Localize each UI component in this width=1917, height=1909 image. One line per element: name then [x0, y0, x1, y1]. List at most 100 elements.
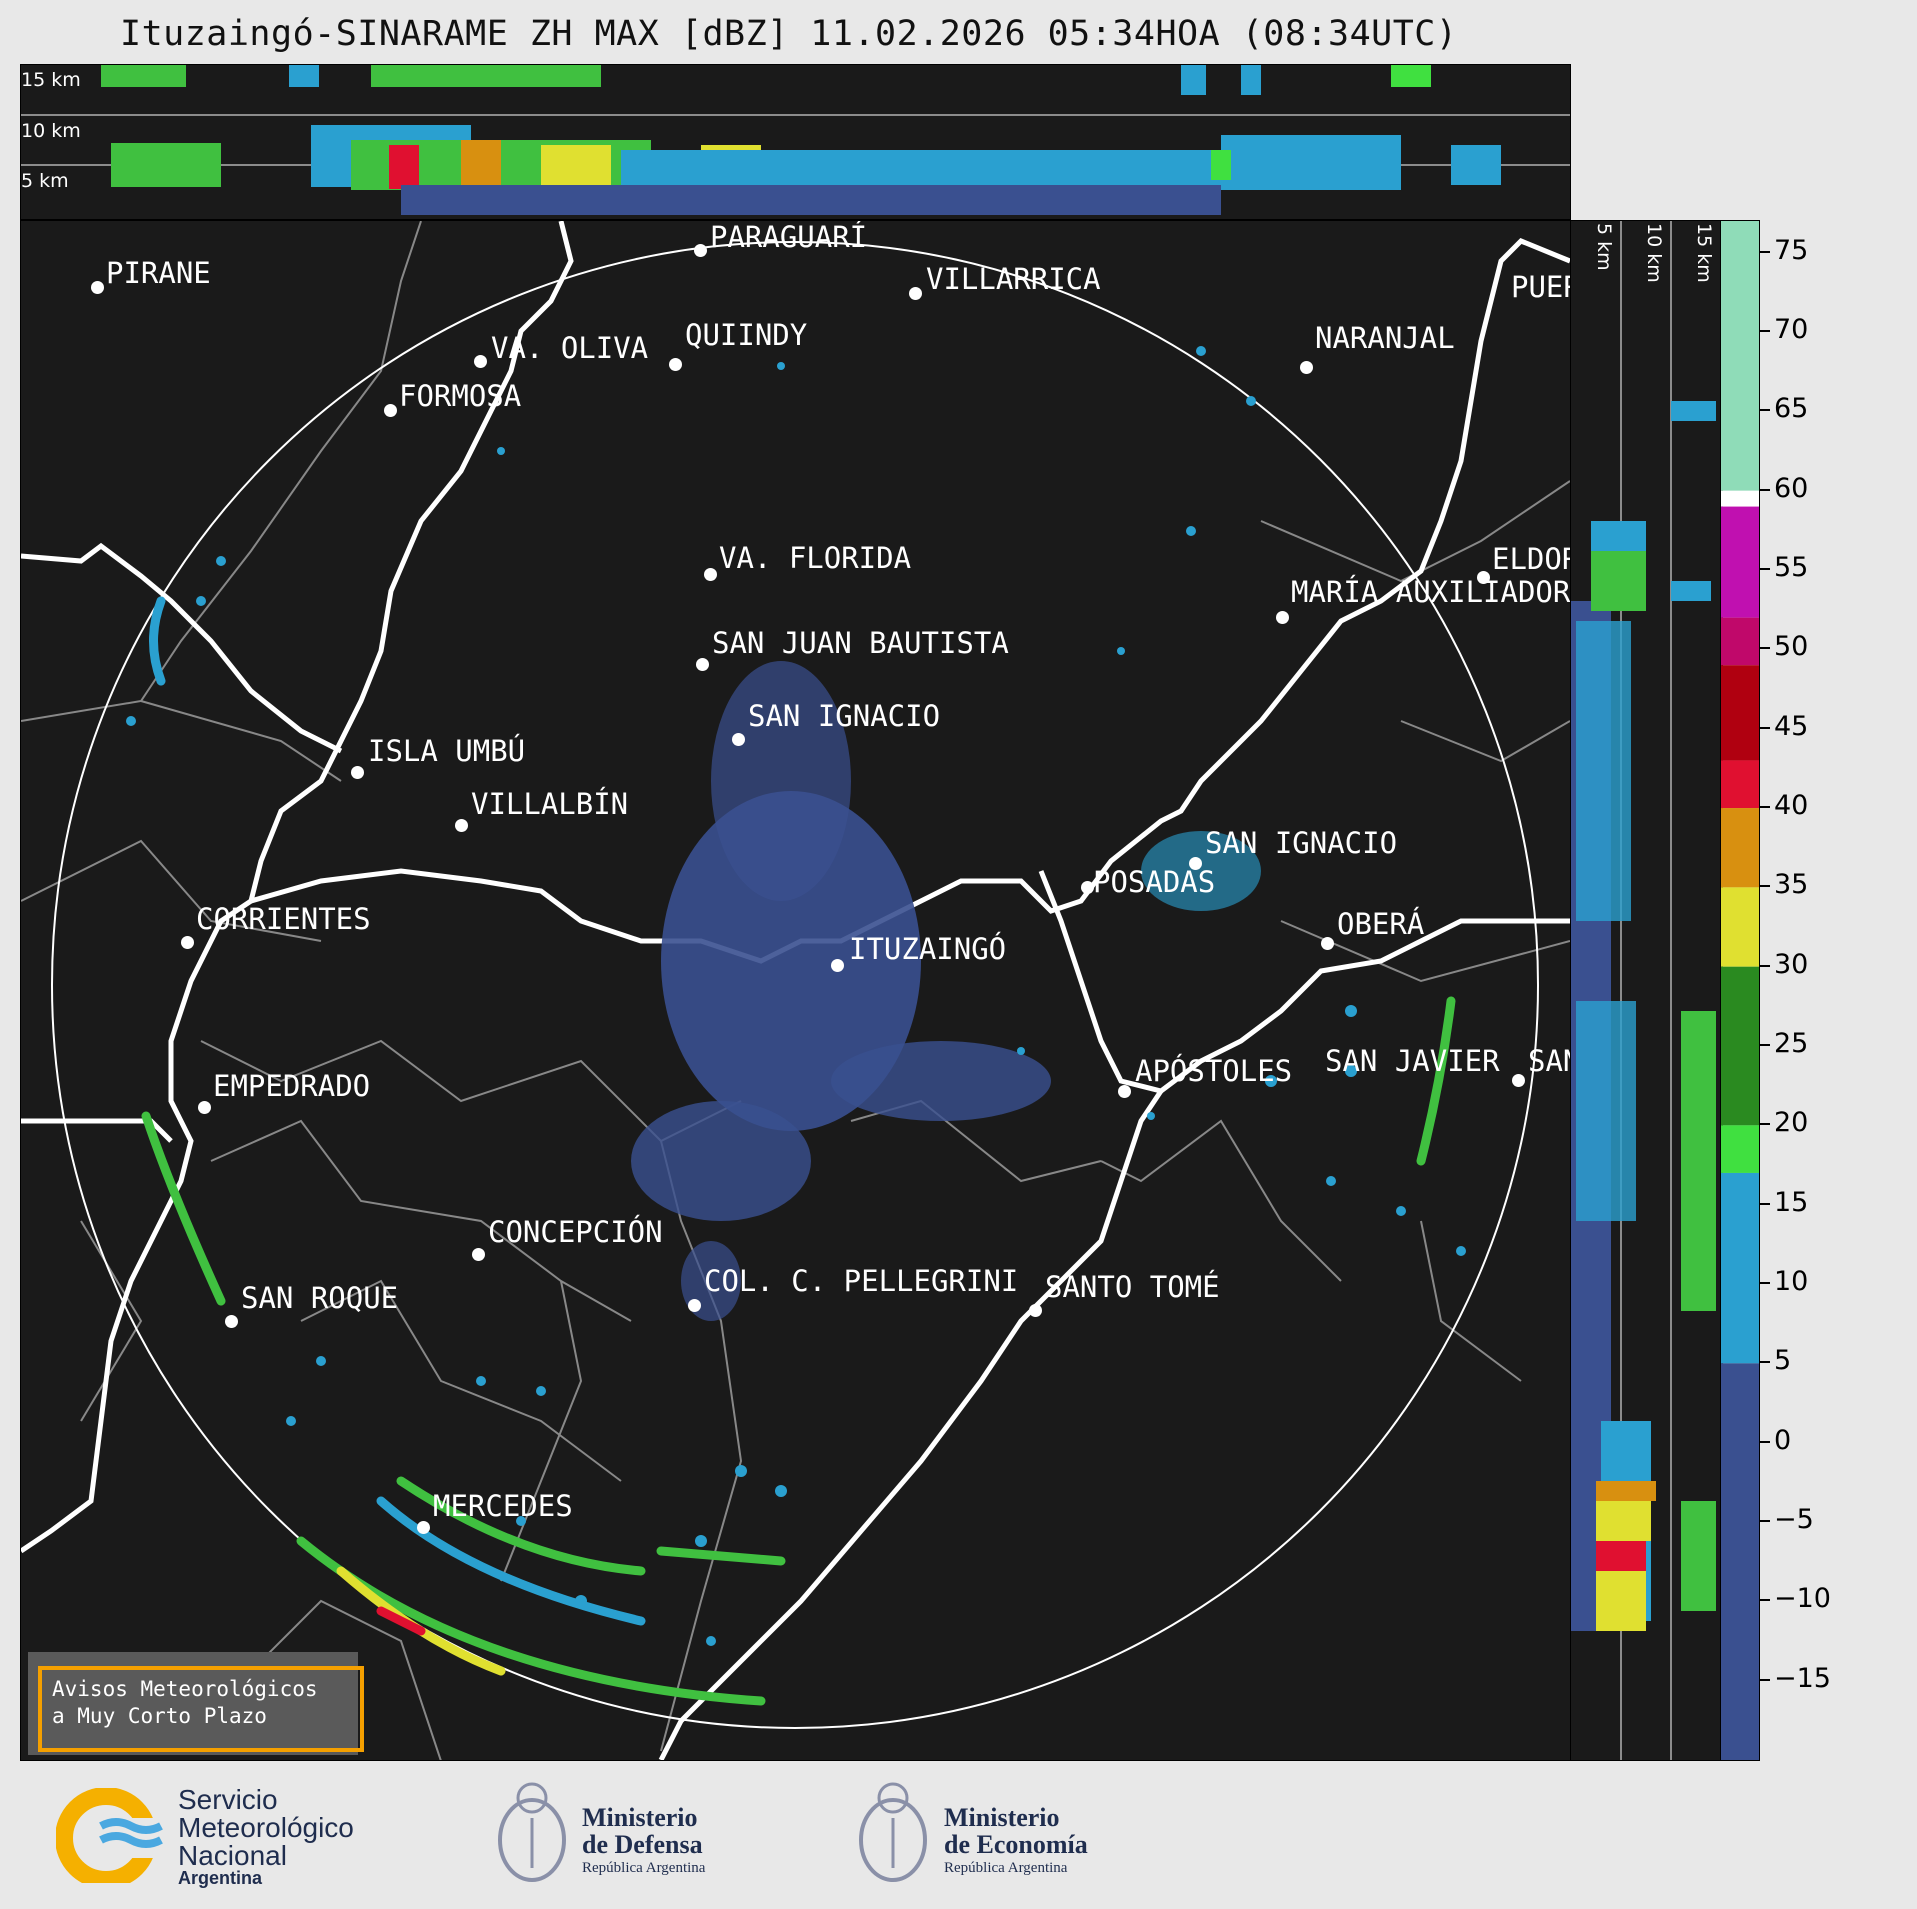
city-label-quiindy: QUIINDY	[685, 318, 808, 352]
city-dot-san-east	[1512, 1074, 1525, 1087]
city-dot-col-pellegrini	[688, 1299, 701, 1312]
top-echo-bars	[101, 65, 1501, 215]
city-label-posadas: POSADAS	[1093, 865, 1216, 899]
top-label-15km: 15 km	[21, 69, 81, 91]
radar-range-circle	[51, 241, 1539, 1729]
city-label-san-roque: SAN ROQUE	[241, 1281, 399, 1315]
economia-line-3: República Argentina	[944, 1860, 1068, 1876]
city-dot-va-oliva	[474, 355, 487, 368]
city-label-corrientes: CORRIENTES	[196, 902, 371, 936]
colorbar-segment	[1721, 490, 1759, 507]
colorbar-tick	[1760, 250, 1770, 253]
city-dot-paraguari	[694, 244, 707, 257]
city-dot-posadas	[1081, 881, 1094, 894]
city-dot-ituzaingo	[831, 959, 844, 972]
colorbar-tick-label: 30	[1774, 948, 1809, 980]
city-label-isla-umbu: ISLA UMBÚ	[368, 734, 526, 768]
city-dot-empedrado	[198, 1101, 211, 1114]
smn-line-3: Nacional	[178, 1840, 287, 1871]
colorbar-tick	[1760, 1440, 1770, 1443]
city-dot-va-florida	[704, 568, 717, 581]
city-dot-isla-umbu	[351, 766, 364, 779]
city-dot-eldorado	[1477, 571, 1490, 584]
city-label-pirane: PIRANE	[106, 256, 211, 290]
side-echo-bars	[1571, 401, 1716, 1631]
colorbar-tick-label: 45	[1774, 710, 1809, 742]
city-dot-pirane	[91, 281, 104, 294]
city-dot-obera	[1321, 937, 1334, 950]
city-dot-san-ignacio-ar	[1189, 857, 1202, 870]
colorbar-tick-label: 20	[1774, 1107, 1809, 1139]
economia-seal-icon	[856, 1778, 931, 1898]
city-label-eldorado: ELDOR	[1492, 542, 1571, 576]
defensa-line-2: de Defensa	[582, 1830, 703, 1859]
city-label-va-oliva: VA. OLIVA	[491, 331, 649, 365]
city-label-paraguari: PARAGUARÍ	[710, 220, 868, 254]
city-label-san-juan-bautista: SAN JUAN BAUTISTA	[712, 626, 1009, 660]
colorbar-tick	[1760, 1520, 1770, 1522]
defensa-line-1: Ministerio	[582, 1803, 698, 1832]
colorbar-tick	[1760, 806, 1770, 809]
rivers	[21, 221, 1570, 1760]
top-cross-section: 15 km 10 km 5 km	[20, 64, 1571, 220]
colorbar-segment	[1721, 221, 1759, 491]
smn-logo	[56, 1788, 166, 1883]
economia-seal-svg	[859, 1782, 927, 1882]
city-label-san-east: SAN	[1528, 1044, 1570, 1078]
colorbar-tick-label: −5	[1774, 1504, 1814, 1535]
radar-clutter	[631, 661, 1261, 1321]
city-label-obera: OBERÁ	[1337, 907, 1425, 941]
city-dot-maria-auxiliadora	[1276, 611, 1289, 624]
side-label-15km: 15 km	[1693, 223, 1715, 283]
city-label-va-florida: VA. FLORIDA	[719, 541, 912, 575]
city-label-empedrado: EMPEDRADO	[213, 1069, 371, 1103]
defensa-seal-svg	[498, 1782, 566, 1882]
colorbar-tick-label: 10	[1774, 1266, 1809, 1298]
echo-cells	[126, 346, 1466, 1646]
colorbar-segment	[1721, 1125, 1759, 1173]
legend-box: Avisos Meteorológicos a Muy Corto Plazo	[28, 1652, 364, 1755]
colorbar-tick-label: 75	[1774, 234, 1809, 266]
city-label-san-ignacio-py: SAN IGNACIO	[748, 699, 941, 733]
city-label-mercedes: MERCEDES	[433, 1489, 573, 1523]
colorbar-tick-label: 50	[1774, 631, 1809, 663]
radar-map-svg	[21, 221, 1570, 1760]
colorbar-tick	[1760, 1202, 1770, 1205]
city-dot-apostoles	[1118, 1085, 1131, 1098]
city-dot-quiindy	[669, 358, 682, 371]
colorbar-tick	[1760, 409, 1770, 412]
colorbar-tick	[1760, 1123, 1770, 1126]
colorbar-tick	[1760, 726, 1770, 729]
legend-line-1: Avisos Meteorológicos	[52, 1677, 318, 1701]
city-label-villalbin: VILLALBÍN	[471, 787, 629, 821]
colorbar-tick-label: 55	[1774, 552, 1809, 584]
colorbar-tick	[1760, 330, 1770, 333]
colorbar-tick-label: 65	[1774, 393, 1809, 425]
city-dot-santo-tome	[1029, 1304, 1042, 1317]
colorbar-tick-label: 60	[1774, 472, 1809, 504]
colorbar-segment	[1721, 506, 1759, 618]
side-cross-section-svg	[1571, 221, 1716, 1760]
city-label-san-javier: SAN JAVIER	[1325, 1044, 1500, 1078]
legend-inner: Avisos Meteorológicos a Muy Corto Plazo	[38, 1666, 364, 1752]
city-label-ituzaingo: ITUZAINGÓ	[849, 932, 1007, 966]
province-borders	[21, 221, 1570, 1760]
colorbar-tick-label: 5	[1774, 1345, 1792, 1377]
city-label-formosa: FORMOSA	[399, 379, 522, 413]
city-label-puerto: PUER	[1511, 270, 1570, 304]
top-label-10km: 10 km	[21, 120, 81, 142]
city-dot-corrientes	[181, 936, 194, 949]
colorbar-tick	[1760, 885, 1770, 888]
side-label-5km: 5 km	[1593, 223, 1615, 271]
colorbar-tick	[1760, 1678, 1770, 1681]
legend-line-2: a Muy Corto Plazo	[52, 1704, 267, 1728]
city-dot-concepcion	[472, 1248, 485, 1261]
city-label-naranjal: NARANJAL	[1315, 321, 1455, 355]
city-dot-san-juan-bautista	[696, 658, 709, 671]
defensa-seal-icon	[495, 1778, 570, 1898]
colorbar-tick	[1760, 964, 1770, 967]
colorbar-tick	[1760, 647, 1770, 650]
smn-line-2: Meteorológico	[178, 1812, 354, 1843]
colorbar-tick	[1760, 488, 1770, 491]
economia-line-2: de Economía	[944, 1830, 1088, 1859]
